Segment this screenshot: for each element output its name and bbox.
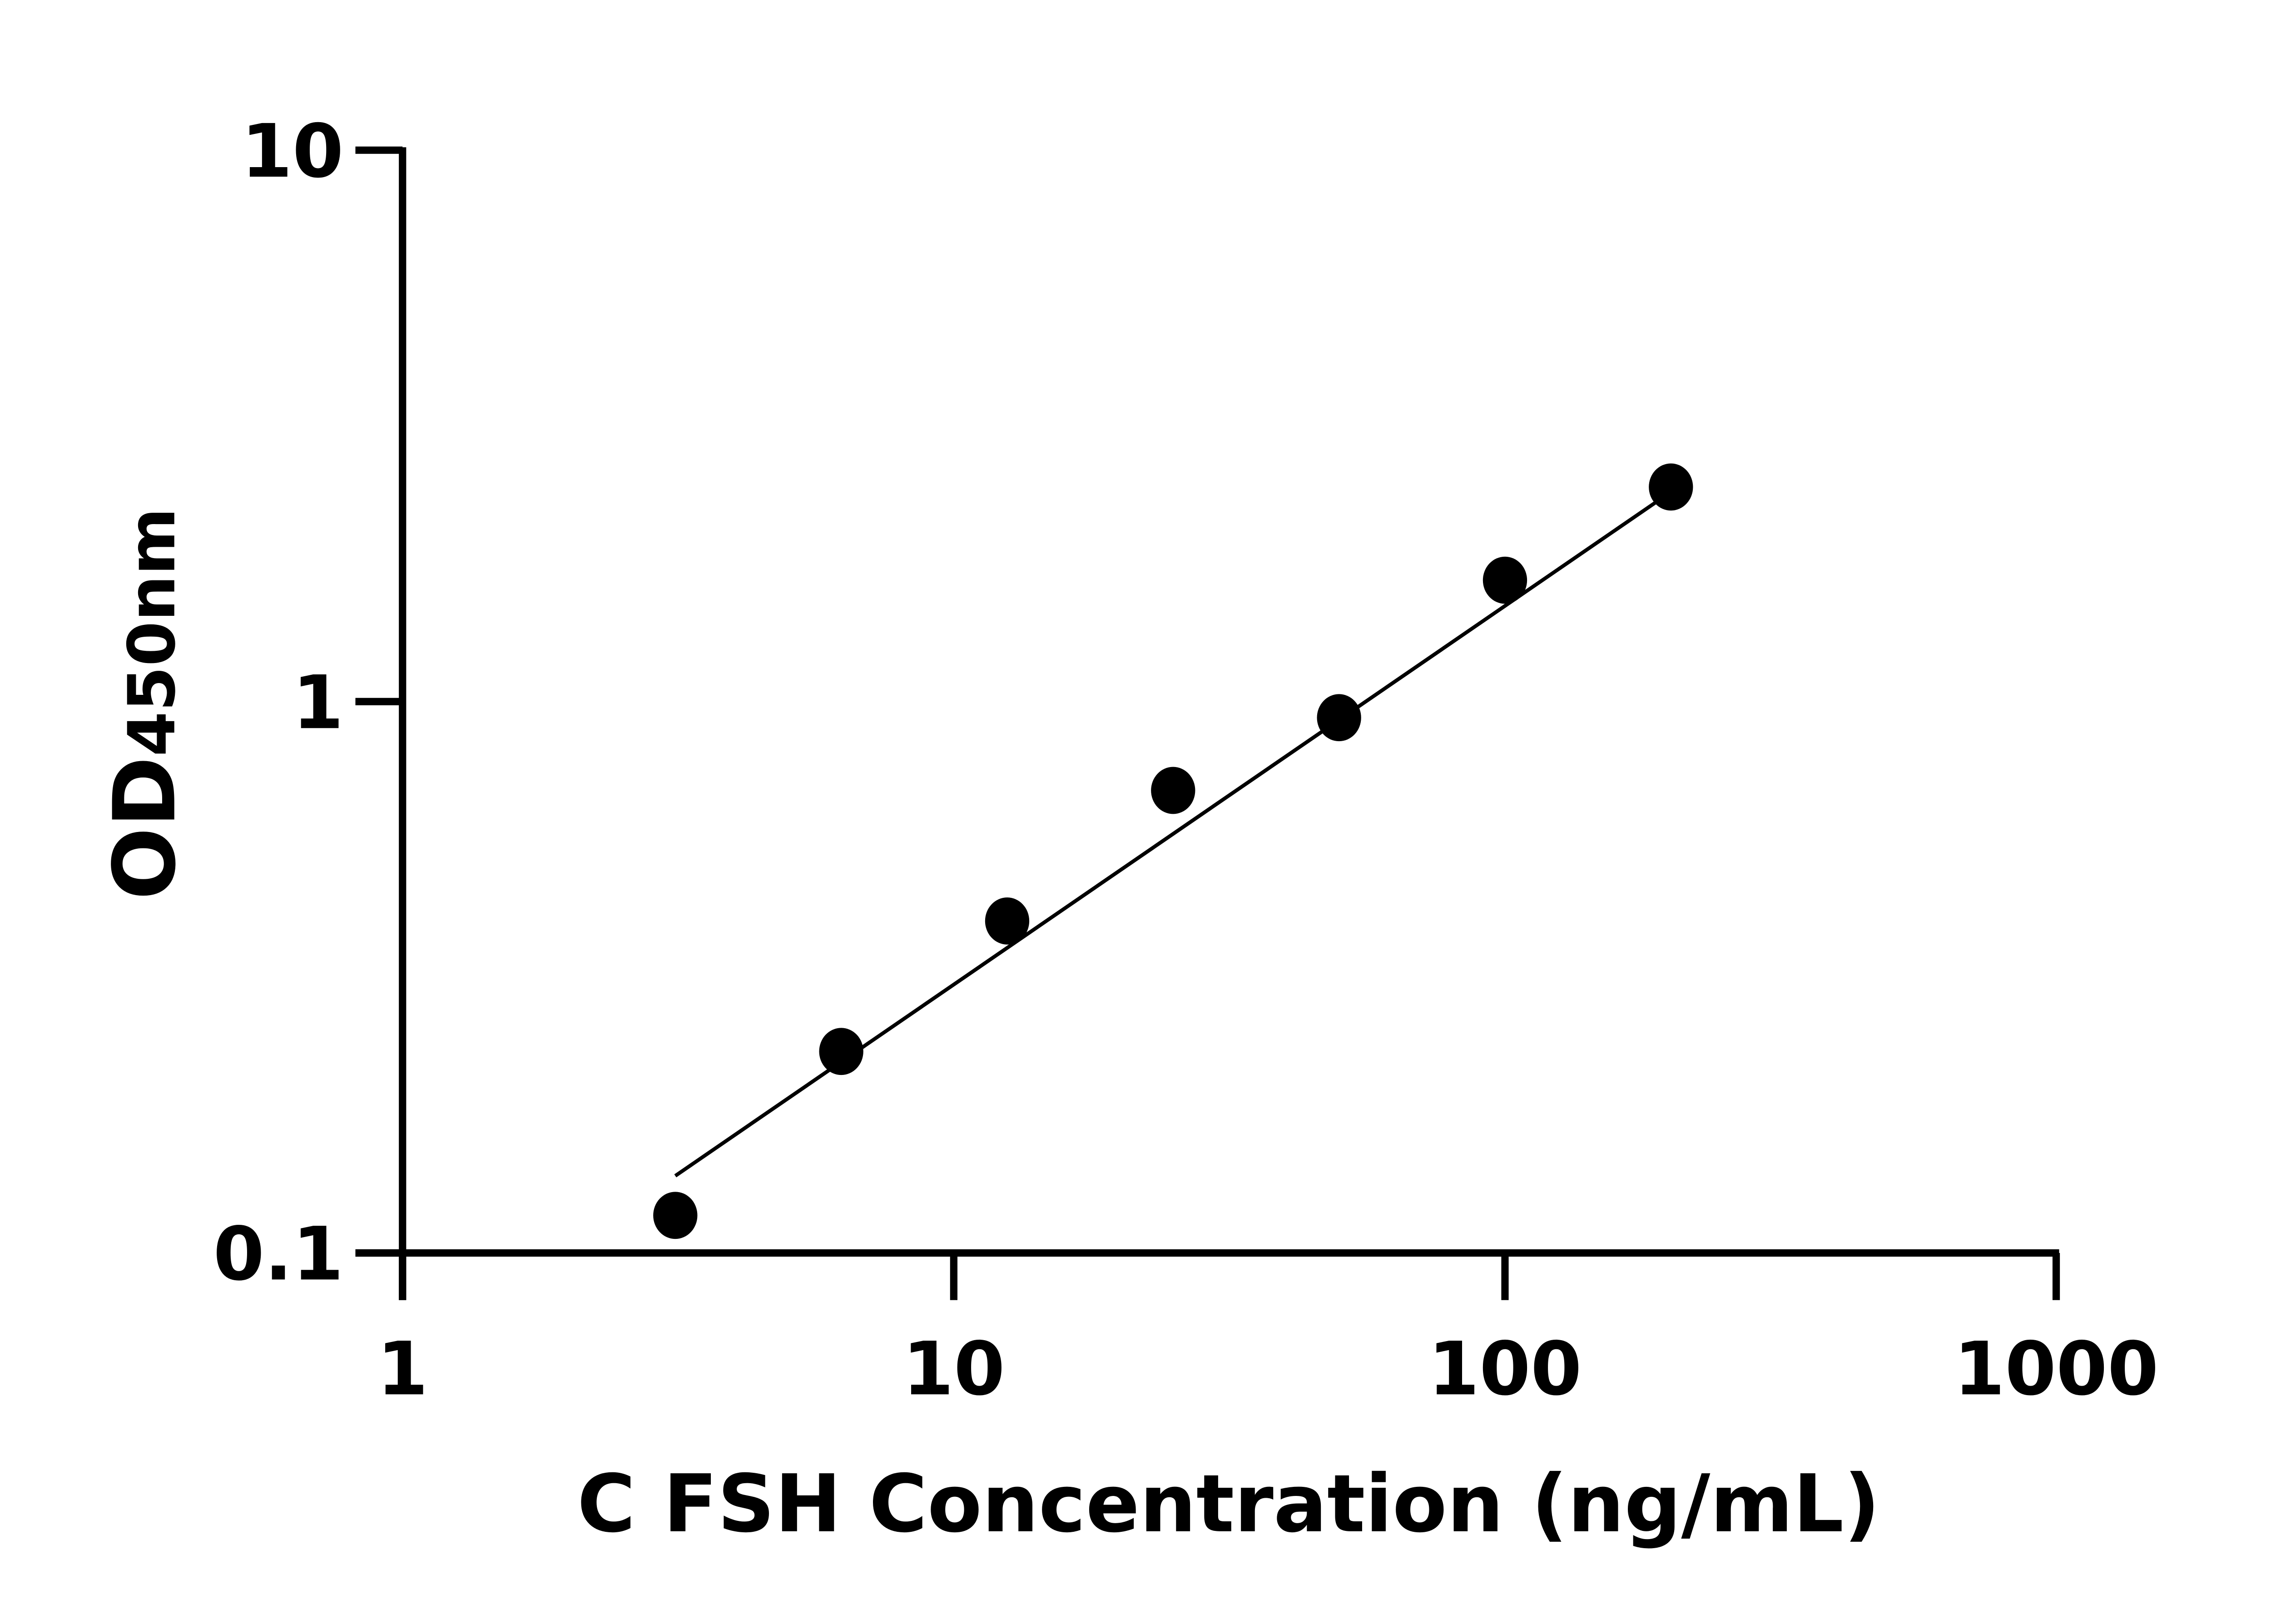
data-point [1649,463,1693,511]
y-tick-label: 0.1 [213,1212,343,1297]
x-axis-label: C FSH Concentration (ng/mL) [577,1458,1880,1550]
y-tick-label: 1 [293,660,344,746]
data-points [653,463,1693,1239]
data-point [1317,694,1361,742]
ticks: 1 10 100 1000 0.1 1 10 [213,109,2158,1412]
x-tick-label: 1 [377,1327,428,1412]
x-tick-label: 100 [1428,1327,1582,1412]
y-axis-label: OD450nm [95,508,195,900]
x-tick-label: 10 [902,1327,1005,1412]
data-point [819,1028,863,1075]
y-axis-label-sub: 450nm [114,508,190,757]
data-point [985,897,1030,945]
data-point [653,1192,698,1239]
y-tick-label: 10 [241,109,344,194]
axes [355,147,2059,1300]
y-axis-label-main: OD [95,757,195,900]
x-tick-label: 1000 [1954,1327,2159,1412]
data-point [1483,556,1527,604]
data-point [1151,767,1195,814]
